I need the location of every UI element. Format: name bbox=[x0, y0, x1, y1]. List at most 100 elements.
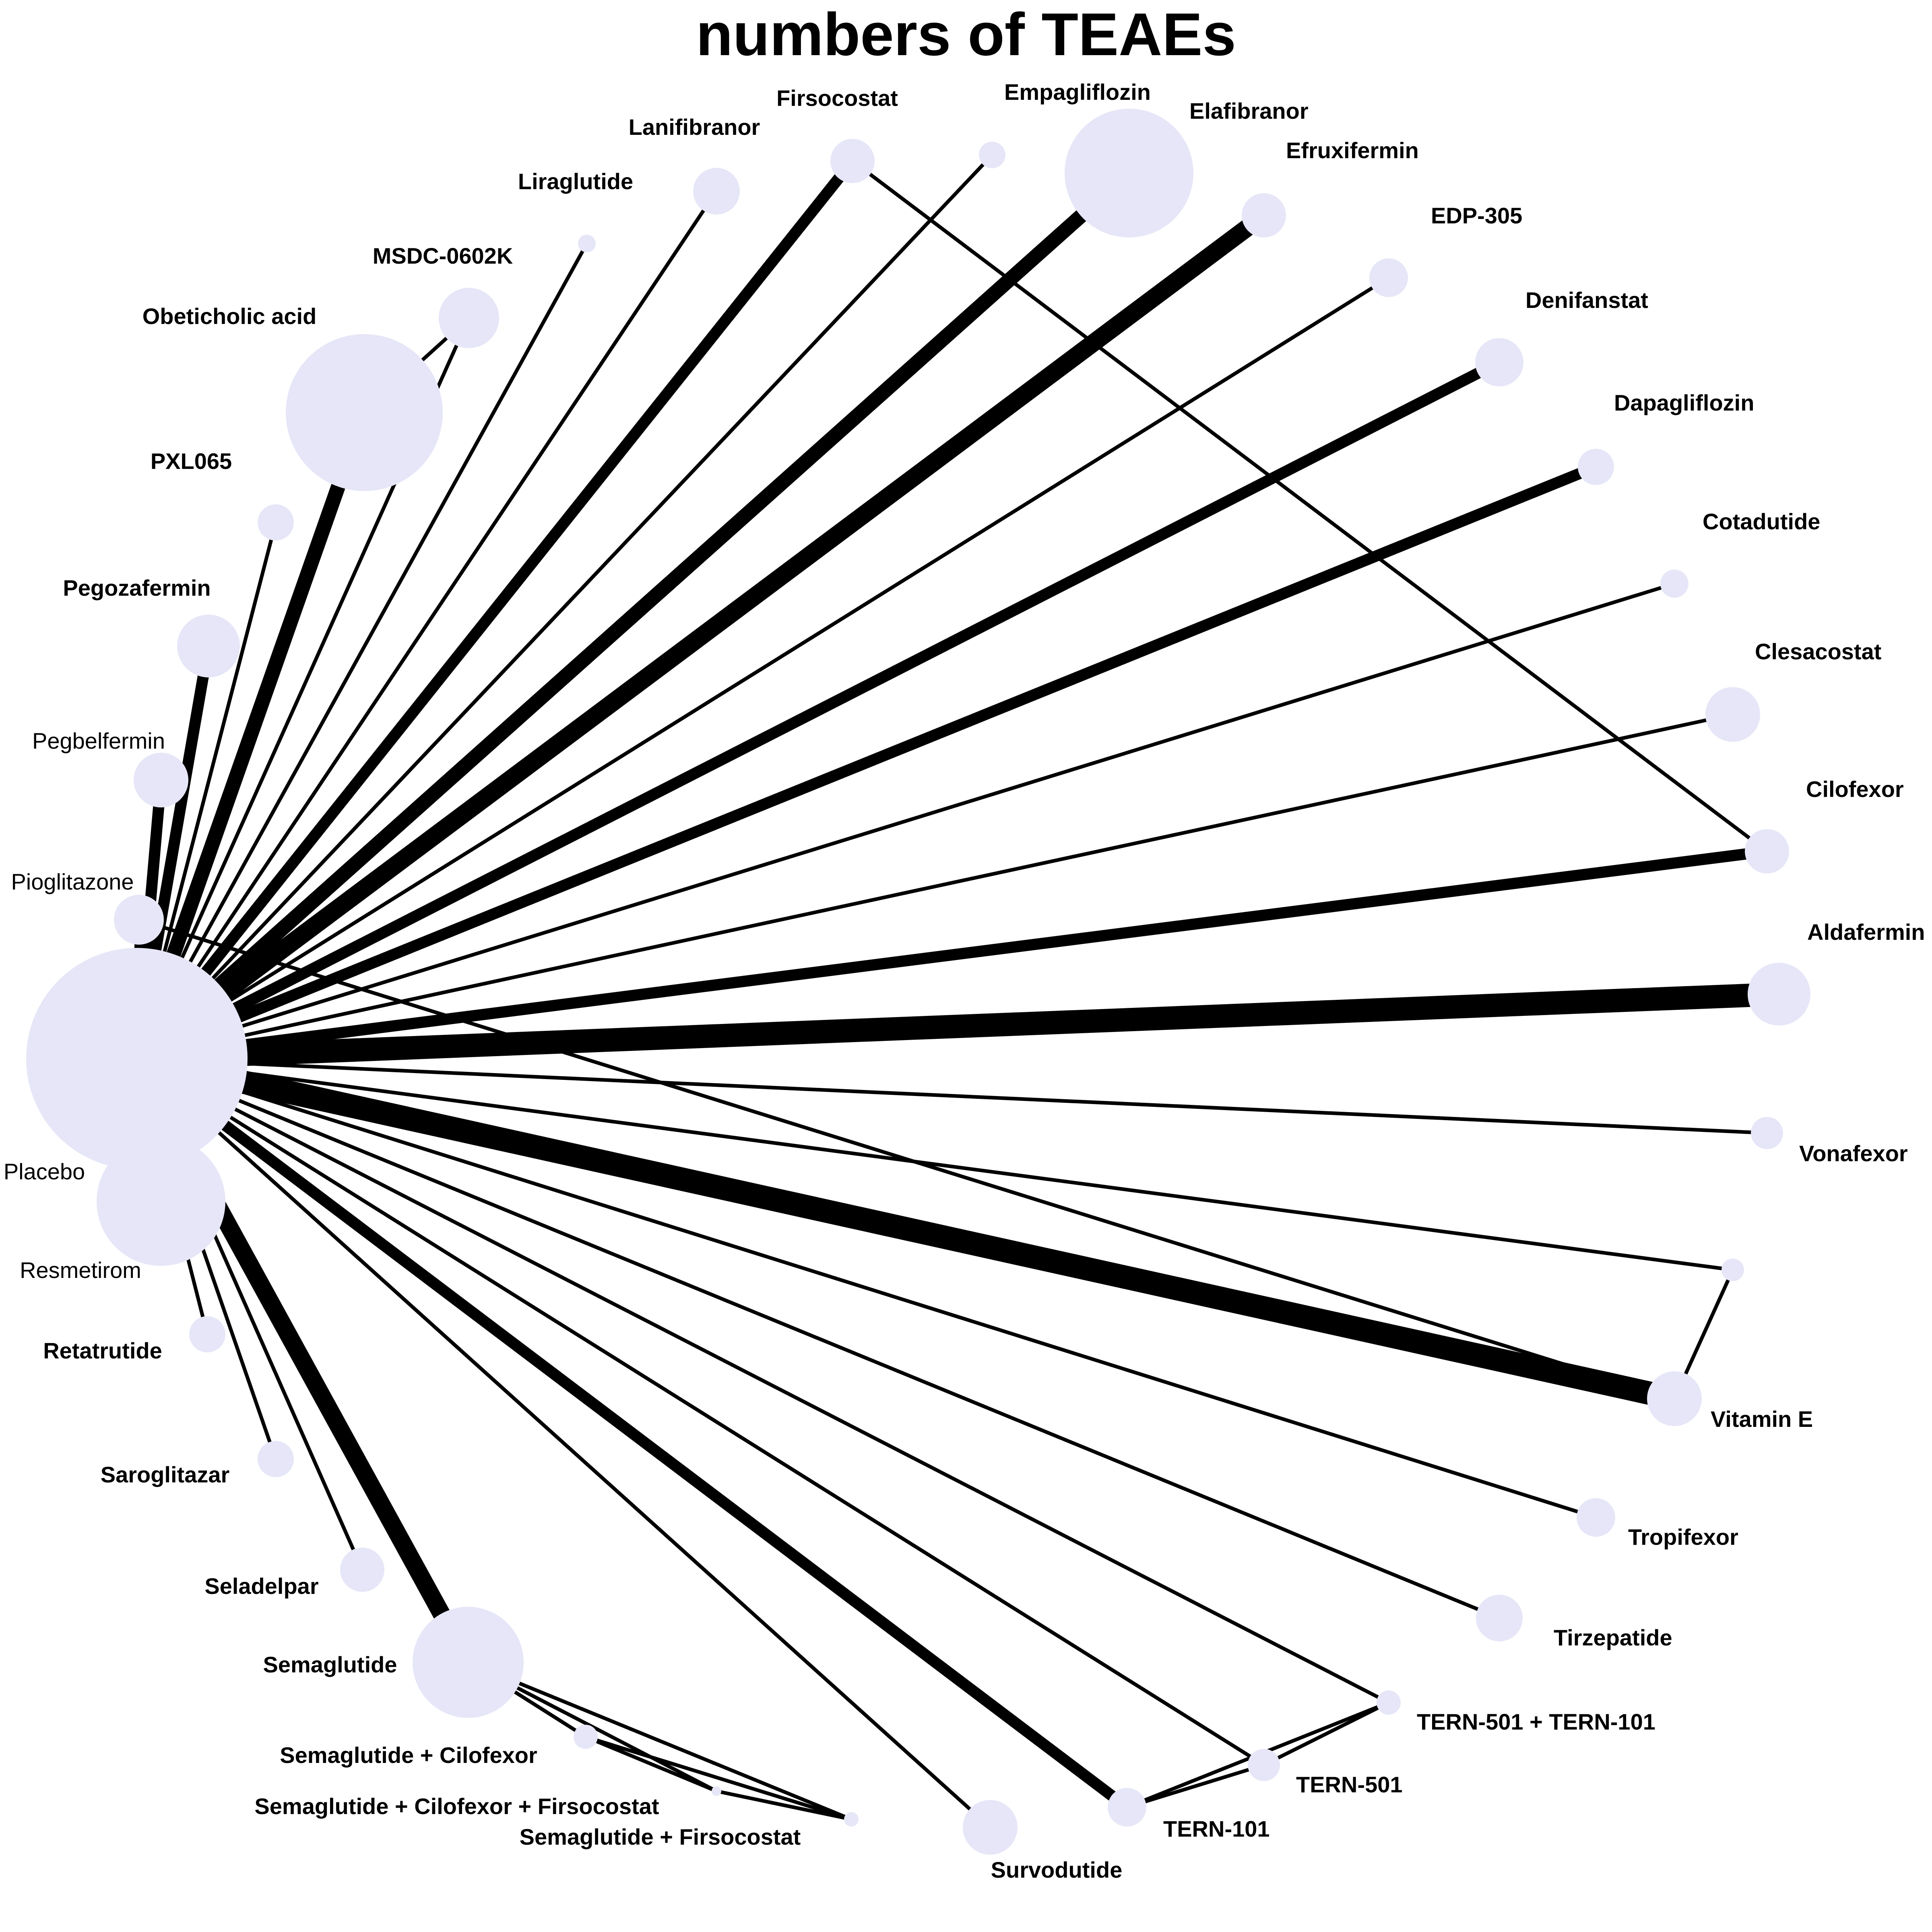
node-label-denifanstat: Denifanstat bbox=[1525, 287, 1648, 313]
node-cotadutide bbox=[1660, 570, 1688, 598]
node-label-pegozafermin: Pegozafermin bbox=[63, 575, 211, 601]
node-tropifexor bbox=[1577, 1498, 1615, 1537]
edges-layer bbox=[129, 153, 1780, 1829]
node-label-pegbelfermin: Pegbelfermin bbox=[32, 728, 165, 753]
node-cilofexor bbox=[1745, 829, 1789, 873]
edge-placebo-tirzepatide bbox=[136, 1057, 1500, 1620]
edge-placebo-aldafermin bbox=[136, 983, 1780, 1070]
node-edp305 bbox=[1369, 258, 1408, 297]
node-sema_firso bbox=[844, 1812, 859, 1827]
edge-semaglutide-sema_firso bbox=[467, 1660, 852, 1821]
node-aldafermin bbox=[1748, 963, 1810, 1026]
edge-sema_cilo-sema_firso bbox=[585, 1735, 852, 1821]
node-label-pioglitazone: Pioglitazone bbox=[11, 869, 134, 894]
node-firsocostat bbox=[830, 139, 875, 183]
node-retatrutide bbox=[189, 1316, 225, 1352]
edge-placebo-elafibranor bbox=[132, 167, 1134, 1064]
node-liraglutide bbox=[578, 235, 596, 252]
node-label-sema_cilo: Semaglutide + Cilofexor bbox=[280, 1742, 537, 1768]
node-label-seladelpar: Seladelpar bbox=[204, 1573, 318, 1599]
edge-placebo-vonafexor bbox=[136, 1057, 1767, 1135]
node-pegbelfermin bbox=[134, 753, 188, 807]
node-vk2809 bbox=[1721, 1259, 1744, 1281]
edge-placebo-vitamin_e bbox=[134, 1047, 1677, 1410]
node-clesacostat bbox=[1705, 687, 1760, 742]
node-sema_cilo_firso bbox=[712, 1786, 721, 1796]
node-tern501_101 bbox=[1377, 1690, 1401, 1715]
node-label-vonafexor: Vonafexor bbox=[1799, 1141, 1908, 1166]
node-label-tirzepatide: Tirzepatide bbox=[1554, 1625, 1672, 1650]
node-label-tern101: TERN-101 bbox=[1163, 1816, 1270, 1841]
edge-sema_cilo-sema_cilo_firso bbox=[585, 1735, 717, 1793]
node-label-efruxifermin: Efruxifermin bbox=[1286, 138, 1419, 163]
node-msdc bbox=[439, 288, 499, 348]
edge-placebo-lanifibranor bbox=[135, 190, 718, 1060]
node-label-clesacostat: Clesacostat bbox=[1755, 639, 1881, 664]
edge-placebo-tern501 bbox=[136, 1057, 1265, 1767]
node-survodutide bbox=[963, 1800, 1018, 1855]
edge-tern501-tern501_101 bbox=[1263, 1701, 1390, 1767]
node-label-oca: Obeticholic acid bbox=[142, 303, 317, 329]
node-label-sema_firso: Semaglutide + Firsocostat bbox=[520, 1824, 801, 1849]
edge-firsocostat-cilofexor bbox=[851, 159, 1768, 853]
node-sema_cilo bbox=[574, 1725, 598, 1749]
node-placebo bbox=[26, 948, 248, 1169]
node-label-cilofexor: Cilofexor bbox=[1806, 776, 1904, 802]
node-label-vitamin_e: Vitamin E bbox=[1711, 1406, 1813, 1432]
node-tern101 bbox=[1108, 1788, 1146, 1827]
node-label-empagliflozin: Empagliflozin bbox=[1004, 79, 1151, 105]
node-vitamin_e bbox=[1647, 1371, 1702, 1426]
node-saroglitazar bbox=[258, 1441, 294, 1477]
edge-placebo-survodutide bbox=[135, 1057, 992, 1829]
node-lanifibranor bbox=[693, 168, 740, 215]
node-efruxifermin bbox=[1242, 193, 1286, 237]
node-label-survodutide: Survodutide bbox=[991, 1857, 1123, 1882]
nodes-layer bbox=[26, 109, 1810, 1855]
node-label-pxl065: PXL065 bbox=[151, 448, 232, 474]
node-label-cotadutide: Cotadutide bbox=[1703, 509, 1820, 534]
edge-placebo-empagliflozin bbox=[135, 153, 994, 1060]
node-denifanstat bbox=[1475, 338, 1523, 386]
node-label-semaglutide: Semaglutide bbox=[263, 1652, 397, 1677]
node-oca bbox=[286, 334, 443, 491]
edge-placebo-oca bbox=[130, 410, 371, 1061]
node-pegozafermin bbox=[177, 615, 240, 677]
diagram-title: numbers of TEAEs bbox=[696, 0, 1236, 68]
node-label-liraglutide: Liraglutide bbox=[518, 169, 633, 194]
labels-layer: Placebo Resmetirom Retatrutide Saroglitazar… bbox=[4, 79, 1925, 1882]
node-label-dapagliflozin: Dapagliflozin bbox=[1614, 390, 1754, 415]
edge-tern101-tern501 bbox=[1126, 1763, 1265, 1809]
edge-placebo-efruxifermin bbox=[131, 208, 1269, 1066]
node-label-resmetirom: Resmetirom bbox=[20, 1257, 141, 1283]
node-label-lanifibranor: Lanifibranor bbox=[629, 114, 760, 140]
edge-placebo-tropifexor bbox=[136, 1057, 1597, 1519]
node-label-msdc: MSDC-0602K bbox=[373, 243, 513, 268]
node-label-retatrutide: Retatrutide bbox=[43, 1338, 162, 1363]
node-label-edp305: EDP-305 bbox=[1431, 203, 1522, 228]
node-tern501 bbox=[1248, 1749, 1280, 1781]
node-dapagliflozin bbox=[1578, 449, 1614, 485]
edge-placebo-dapagliflozin bbox=[134, 462, 1598, 1064]
node-pioglitazone bbox=[114, 895, 164, 945]
node-empagliflozin bbox=[979, 142, 1005, 168]
edge-placebo-tern501_101 bbox=[136, 1057, 1390, 1705]
node-label-firsocostat: Firsocostat bbox=[776, 85, 898, 111]
node-label-tropifexor: Tropifexor bbox=[1628, 1524, 1738, 1550]
edge-pioglitazone-vitamin_e bbox=[138, 918, 1675, 1401]
edge-placebo-liraglutide bbox=[135, 242, 588, 1060]
node-elafibranor bbox=[1065, 109, 1193, 237]
node-label-tern501_101: TERN-501 + TERN-101 bbox=[1417, 1709, 1655, 1734]
node-tirzepatide bbox=[1476, 1595, 1523, 1641]
node-label-aldafermin: Aldafermin bbox=[1807, 919, 1925, 945]
node-label-sema_cilo_firso: Semaglutide + Cilofexor + Firsocostat bbox=[254, 1794, 659, 1819]
node-vonafexor bbox=[1751, 1117, 1783, 1149]
edge-sema_cilo_firso-sema_firso bbox=[716, 1789, 852, 1821]
node-label-elafibranor: Elafibranor bbox=[1189, 98, 1309, 124]
node-resmetirom bbox=[97, 1137, 225, 1266]
node-pxl065 bbox=[258, 504, 294, 541]
node-seladelpar bbox=[340, 1548, 384, 1592]
node-label-tern501: TERN-501 bbox=[1296, 1772, 1403, 1797]
edge-placebo-firsocostat bbox=[132, 157, 857, 1062]
edge-placebo-cotadutide bbox=[136, 582, 1675, 1061]
